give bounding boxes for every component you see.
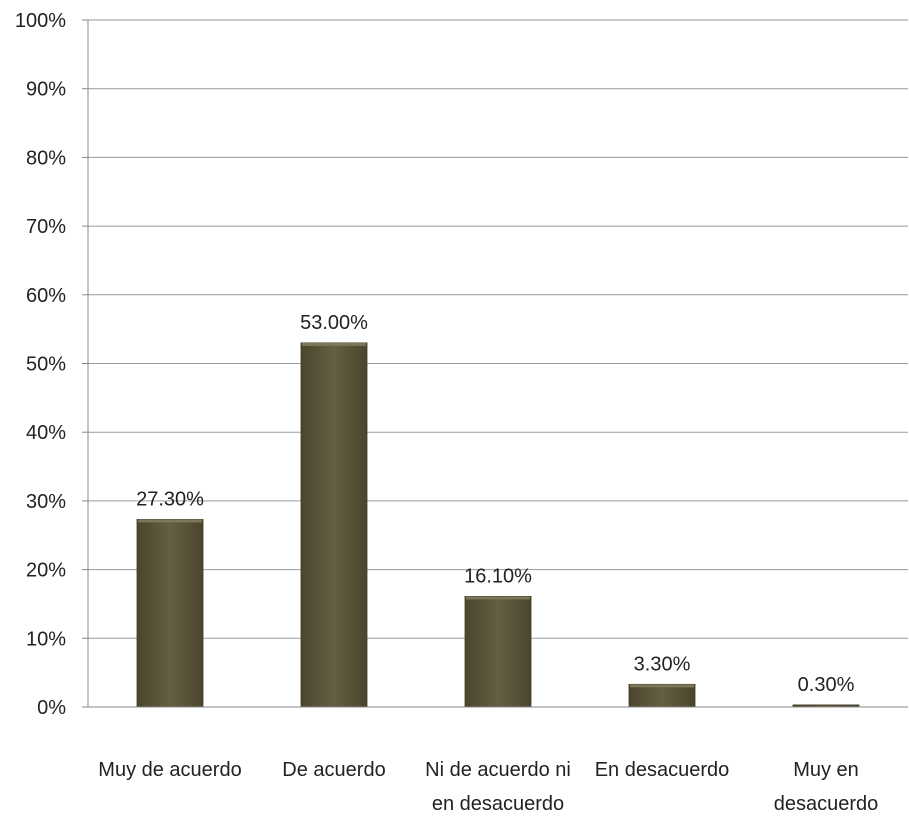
data-labels: 27.30% 53.00% 16.10% 3.30% 0.30% [136,312,854,696]
data-label: 0.30% [798,674,855,696]
data-label: 16.10% [464,565,532,587]
bar-highlight [630,684,694,688]
bars [136,342,860,708]
bar [464,595,532,708]
gridlines [88,19,908,639]
y-tick-label: 100% [15,10,66,32]
y-tick-label: 80% [26,147,66,169]
bar-highlight [138,519,202,523]
bar-highlight [466,596,530,600]
y-tick-label: 60% [26,285,66,307]
x-tick-label: Muy en desacuerdo [774,759,879,815]
y-tick-label: 20% [26,560,66,582]
x-axis: Muy de acuerdo De acuerdo Ni de acuerdo ni… [88,706,908,815]
y-tick-label: 30% [26,491,66,513]
x-tick-label: En desacuerdo [595,759,730,781]
y-tick-label: 50% [26,354,66,376]
x-tick-label: De acuerdo [282,759,385,781]
bar-highlight [302,342,366,346]
y-tick-label: 0% [37,697,66,719]
bar [300,342,368,708]
x-tick-label: Muy de acuerdo [98,759,241,781]
y-axis: 0% 10% 20% 30% 40% 50% 60% 70% 80% 90% 100% [15,10,89,719]
bar [628,683,696,708]
data-label: 3.30% [634,653,691,675]
y-tick-label: 90% [26,79,66,101]
data-label: 53.00% [300,312,368,334]
data-label: 27.30% [136,488,204,510]
x-tick-label: Ni de acuerdo ni en desacuerdo [425,759,571,815]
bar [136,519,204,708]
y-tick-label: 40% [26,422,66,444]
y-tick-label: 10% [26,628,66,650]
y-tick-label: 70% [26,216,66,238]
